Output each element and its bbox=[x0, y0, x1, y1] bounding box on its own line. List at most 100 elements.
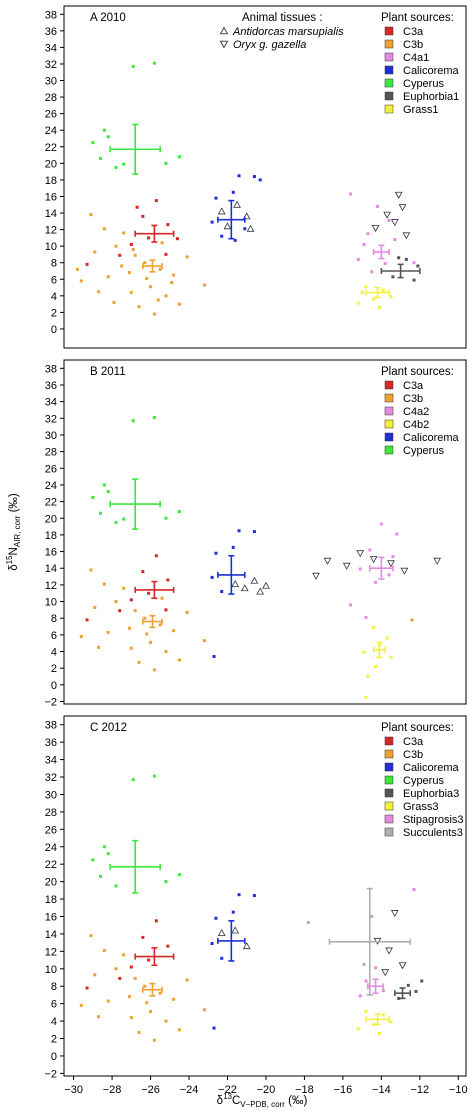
panel-2-oryx-marker bbox=[369, 556, 378, 564]
panel-1-point-grass1 bbox=[372, 297, 376, 301]
panel-1-ytick-label: 14 bbox=[45, 208, 57, 220]
panel-2-mean-c4b2 bbox=[372, 641, 387, 659]
panel-3-ytick-label: −2 bbox=[44, 1068, 57, 1080]
panel-2-point-c3b bbox=[137, 660, 141, 664]
panel-2-ytick-label: 16 bbox=[45, 547, 57, 559]
panel-1-oryx-marker bbox=[371, 224, 380, 232]
panel-3-legend-label-stipagrosis3: Stipagrosis3 bbox=[403, 814, 464, 826]
panel-3-point-cyperus bbox=[177, 873, 181, 877]
panel-2-point-c3a bbox=[166, 578, 170, 582]
panel-3-legend-swatch-succulents3 bbox=[384, 827, 394, 837]
panel-1-point-c3b bbox=[122, 231, 126, 235]
panel-3-mean-stipagrosis3 bbox=[367, 978, 385, 994]
panel-3-mean-c3a bbox=[134, 947, 175, 967]
panel-2-ytick-label: 10 bbox=[45, 597, 57, 609]
panel-1-legend-label-c3b: C3b bbox=[403, 39, 423, 51]
panel-1-animal-legend-title: Animal tissues : bbox=[242, 12, 323, 24]
panel-2-legend-swatch-c3a bbox=[384, 380, 394, 390]
panel-1-point-cyperus bbox=[102, 128, 106, 132]
panel-2-point-c3b bbox=[97, 645, 101, 649]
panel-2-ytick-label: 8 bbox=[51, 613, 57, 625]
panel-1-point-euphorbia1 bbox=[404, 257, 408, 261]
panel-2-mean-c3b bbox=[142, 614, 163, 629]
panel-3-point-c3b bbox=[102, 948, 106, 952]
panel-1-legend-swatch-cyperus bbox=[384, 78, 394, 88]
panel-3-point-succulents3 bbox=[362, 962, 366, 966]
panel-3-frame bbox=[63, 715, 467, 1077]
panel-2-point-cyperus bbox=[131, 419, 135, 423]
panel-2-point-c4b2 bbox=[389, 655, 393, 659]
panel-1-point-c3b bbox=[93, 250, 97, 254]
panel-1-ytick-label: 28 bbox=[45, 92, 57, 104]
panel-1-oryx-marker bbox=[398, 204, 407, 212]
panel-3-point-c3a bbox=[141, 935, 145, 939]
panel-2-point-c4b2 bbox=[374, 665, 378, 669]
panel-3-legend-label-euphorbia3: Euphorbia3 bbox=[403, 788, 459, 800]
panel-1-point-c3b bbox=[160, 241, 164, 245]
panel-3-point-c3b bbox=[143, 984, 147, 988]
panel-1-ytick-label: 6 bbox=[51, 274, 57, 286]
panel-2-mean-calicorema bbox=[217, 554, 246, 595]
panel-2-point-calicorema bbox=[212, 655, 216, 659]
panel-3-ytick-label: 32 bbox=[45, 772, 57, 784]
panel-2-legend-label-c3a: C3a bbox=[403, 380, 424, 392]
panel-2-legend-swatch-c4b2 bbox=[384, 419, 394, 429]
panel-3-point-euphorbia3 bbox=[406, 983, 410, 987]
panel-1-mean-c3a bbox=[134, 224, 175, 243]
panel-3-point-c3b bbox=[177, 1028, 181, 1032]
panel-3-point-euphorbia3 bbox=[397, 996, 401, 1000]
panel-1-mean-cyperus bbox=[109, 123, 161, 175]
panel-3-ytick-label: 0 bbox=[51, 1051, 57, 1063]
panel-1-ytick-label: 4 bbox=[51, 291, 57, 303]
panel-2-legend-swatch-c3b bbox=[384, 393, 394, 403]
panel-2-point-c3b bbox=[164, 650, 168, 654]
panel-2-mean-c4a2 bbox=[369, 556, 394, 580]
panel-2-point-c4b2 bbox=[372, 625, 376, 629]
panel-2-ytick-label: 26 bbox=[45, 463, 57, 475]
panel-3-point-c3b bbox=[133, 976, 137, 980]
panel-3-point-c3b bbox=[137, 1030, 141, 1034]
panel-2-point-cyperus bbox=[106, 490, 110, 494]
panel-1-point-cyperus bbox=[122, 162, 126, 166]
panel-3-point-cyperus bbox=[99, 874, 103, 878]
panel-1-legend-swatch-c3a bbox=[384, 26, 394, 36]
panel-3-point-cyperus bbox=[152, 774, 156, 778]
panel-3-point-c3b bbox=[93, 973, 97, 977]
panel-3-point-succulents3 bbox=[306, 921, 310, 925]
panel-3-point-c3b bbox=[145, 1001, 149, 1005]
panel-1-mean-grass1 bbox=[365, 286, 390, 299]
panel-1-point-calicorema bbox=[252, 175, 256, 179]
panel-1-point-c3b bbox=[177, 302, 181, 306]
panel-1-point-c3b bbox=[170, 281, 174, 285]
panel-2-point-c4a2 bbox=[368, 548, 372, 552]
panel-2-point-c4a2 bbox=[391, 555, 395, 559]
panel-3-mean-grass3 bbox=[365, 1013, 390, 1026]
panel-2-point-c3a bbox=[154, 554, 158, 558]
panel-2-point-c3b bbox=[410, 618, 414, 622]
panel-1-point-euphorbia1 bbox=[412, 278, 416, 282]
panel-2-ytick-label: 32 bbox=[45, 413, 57, 425]
panel-3-ytick-label: 24 bbox=[45, 842, 57, 854]
panel-1-point-c4a1 bbox=[356, 257, 360, 261]
panel-1-point-calicorema bbox=[231, 190, 235, 194]
panel-1-point-c3b bbox=[75, 267, 79, 271]
panel-1-point-c3b bbox=[120, 264, 124, 268]
panel-1-ytick-label: 34 bbox=[45, 42, 57, 54]
panel-1-title: A 2010 bbox=[90, 12, 126, 24]
panel-2-point-c4a2 bbox=[387, 573, 391, 577]
panel-2-point-calicorema bbox=[252, 530, 256, 534]
panel-3-oryx-marker bbox=[385, 947, 393, 955]
panel-3-point-stipagrosis3 bbox=[412, 887, 416, 891]
panel-2-point-c3b bbox=[102, 582, 106, 586]
panel-3-point-c3b bbox=[172, 997, 176, 1001]
panel-1-point-cyperus bbox=[91, 141, 95, 145]
panel-2-point-calicorema bbox=[231, 545, 235, 549]
panel-2-oryx-marker bbox=[356, 550, 365, 558]
panel-1-point-c3a bbox=[154, 199, 158, 203]
panel-3-ytick-label: 16 bbox=[45, 911, 57, 923]
panel-3-ytick-label: 6 bbox=[51, 999, 57, 1011]
panel-3-point-grass3 bbox=[364, 1009, 368, 1013]
panel-1-oryx-marker bbox=[402, 232, 411, 240]
panel-3-xtick-label: −22 bbox=[218, 1084, 237, 1096]
